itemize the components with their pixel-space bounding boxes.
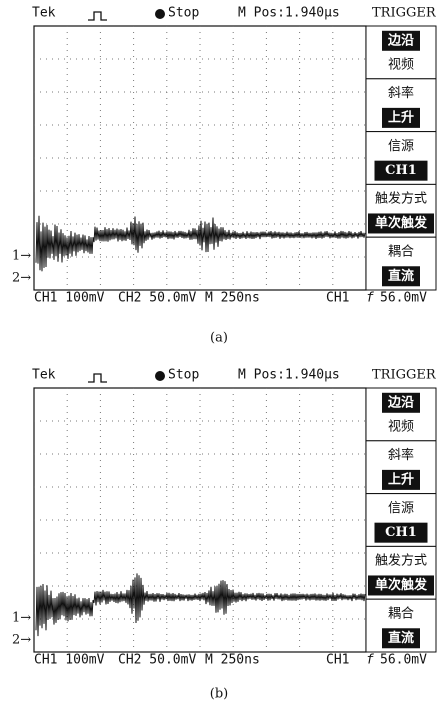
- menu-item: CH1: [385, 163, 417, 178]
- stop-dot: [155, 371, 165, 381]
- menu-item: 直流: [388, 268, 414, 284]
- footer-text: CH1: [326, 291, 349, 306]
- menu-item: 触发方式: [375, 191, 427, 207]
- scope-panel: Tek Stop M Pos:1.940µs TRIGGER 1→ 2→ 边沿视频斜率上升信…: [12, 368, 437, 702]
- status: Stop: [168, 6, 199, 21]
- menu-item: 边沿: [387, 33, 414, 48]
- channel-marker: 1→: [12, 249, 31, 264]
- menu-item: 视频: [388, 58, 414, 73]
- channel-marker: 2→: [12, 271, 31, 286]
- caption: (b): [210, 687, 228, 702]
- footer-text: f: [366, 291, 374, 306]
- menu-item: 耦合: [388, 244, 414, 259]
- footer-text: 56.0mV: [380, 653, 427, 668]
- menu-item: 信源: [388, 139, 414, 154]
- position: M Pos:1.940µs: [238, 368, 340, 383]
- footer-text: M 250ns: [205, 291, 260, 306]
- brand: Tek: [32, 6, 56, 21]
- trigger-icon: [88, 12, 107, 20]
- menu-item: CH1: [385, 525, 417, 540]
- footer-text: CH1: [326, 653, 349, 668]
- menu-title: TRIGGER: [372, 6, 437, 21]
- menu-item: 上升: [388, 109, 414, 125]
- menu-item: 单次触发: [375, 215, 428, 231]
- menu-item: 耦合: [388, 606, 414, 621]
- footer-text: 56.0mV: [380, 291, 427, 306]
- menu-item: 视频: [388, 420, 414, 435]
- menu-item: 斜率: [388, 447, 414, 463]
- position: M Pos:1.940µs: [238, 6, 340, 21]
- footer-text: f: [366, 653, 374, 668]
- menu-item: 边沿: [387, 395, 414, 410]
- scope-panel: Tek Stop M Pos:1.940µs TRIGGER 1→ 2→ 边沿视频斜率上升信…: [12, 6, 437, 346]
- footer-text: CH1 100mV: [34, 653, 105, 668]
- channel-marker: 2→: [12, 633, 31, 648]
- menu-item: 斜率: [388, 85, 414, 101]
- caption: (a): [210, 331, 228, 346]
- footer-text: CH1 100mV: [34, 291, 105, 306]
- footer-text: M 250ns: [205, 653, 260, 668]
- figure: TekStopM Pos:1.940µsTRIGGER1→2→边沿视频斜率上升信…: [0, 0, 438, 708]
- menu-item: 上升: [388, 471, 414, 487]
- status: Stop: [168, 368, 199, 383]
- stop-dot: [155, 9, 165, 19]
- menu-item: 直流: [388, 630, 414, 646]
- menu-title: TRIGGER: [372, 368, 437, 383]
- menu-item: 单次触发: [375, 577, 428, 593]
- trigger-icon: [88, 374, 107, 382]
- menu-item: 信源: [388, 501, 414, 516]
- channel-marker: 1→: [12, 611, 31, 626]
- footer-text: CH2 50.0mV: [118, 653, 196, 668]
- footer-text: CH2 50.0mV: [118, 291, 196, 306]
- menu-item: 触发方式: [375, 553, 427, 569]
- brand: Tek: [32, 368, 56, 383]
